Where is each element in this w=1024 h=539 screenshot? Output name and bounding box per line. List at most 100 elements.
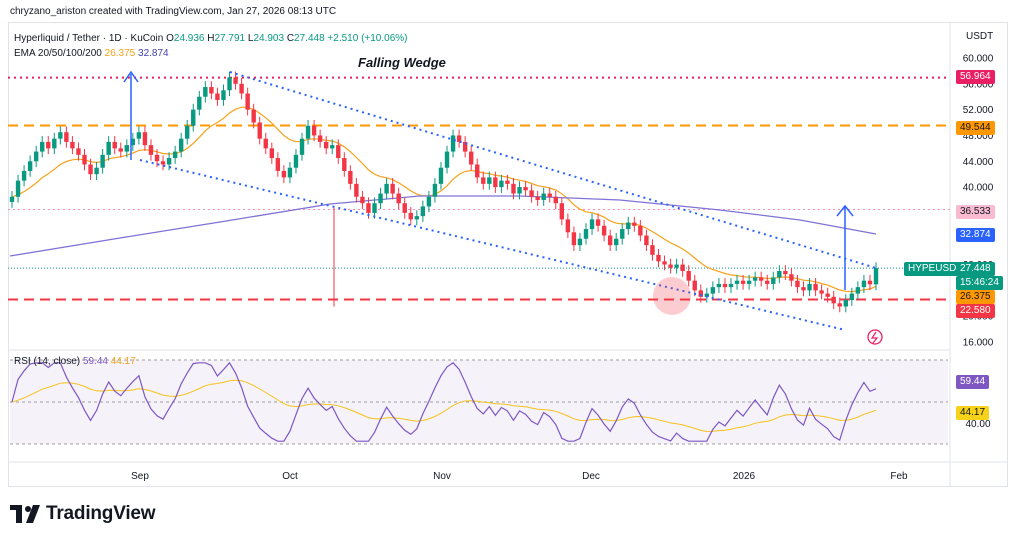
- candle[interactable]: [740, 280, 746, 284]
- candle[interactable]: [789, 274, 794, 281]
- candle[interactable]: [650, 245, 655, 255]
- candle[interactable]: [710, 287, 716, 294]
- candle[interactable]: [541, 193, 546, 200]
- candle[interactable]: [408, 212, 413, 220]
- candle[interactable]: [716, 283, 722, 288]
- candle[interactable]: [795, 280, 800, 288]
- candle[interactable]: [462, 141, 468, 152]
- candle[interactable]: [21, 170, 27, 181]
- candle[interactable]: [511, 183, 516, 194]
- candle[interactable]: [849, 293, 855, 301]
- candle[interactable]: [595, 219, 601, 226]
- candle[interactable]: [360, 196, 365, 204]
- candle[interactable]: [468, 151, 474, 165]
- candle[interactable]: [728, 283, 734, 288]
- candle[interactable]: [867, 280, 873, 285]
- candle[interactable]: [589, 219, 595, 230]
- candle[interactable]: [227, 77, 232, 91]
- candle[interactable]: [330, 145, 335, 149]
- candle[interactable]: [239, 83, 244, 94]
- candle[interactable]: [523, 187, 528, 191]
- candle[interactable]: [873, 268, 879, 285]
- candle[interactable]: [831, 296, 836, 304]
- candle[interactable]: [505, 180, 510, 184]
- candle[interactable]: [722, 283, 728, 288]
- candle[interactable]: [281, 170, 287, 178]
- candle[interactable]: [752, 277, 758, 281]
- candle[interactable]: [52, 138, 57, 149]
- candle[interactable]: [577, 238, 583, 246]
- candle[interactable]: [487, 177, 492, 184]
- support-highlight[interactable]: [653, 277, 691, 315]
- candle[interactable]: [861, 280, 867, 288]
- candle[interactable]: [354, 183, 359, 197]
- candle[interactable]: [251, 109, 256, 123]
- candle[interactable]: [680, 264, 685, 271]
- candle[interactable]: [843, 300, 848, 307]
- candle[interactable]: [323, 141, 329, 149]
- candle[interactable]: [27, 161, 33, 171]
- candle[interactable]: [583, 229, 589, 239]
- candle[interactable]: [638, 225, 643, 236]
- candle[interactable]: [221, 90, 226, 100]
- candle[interactable]: [33, 151, 39, 162]
- candle[interactable]: [124, 145, 129, 152]
- wedge-lower-line[interactable]: [139, 159, 846, 331]
- candle[interactable]: [759, 277, 764, 281]
- candle[interactable]: [493, 177, 498, 188]
- candle[interactable]: [209, 87, 214, 94]
- candle[interactable]: [293, 154, 299, 168]
- candle[interactable]: [607, 235, 613, 246]
- candle[interactable]: [263, 138, 268, 149]
- pattern-annotation[interactable]: Falling Wedge: [358, 55, 446, 70]
- currency-label[interactable]: USDT: [966, 31, 994, 42]
- candle[interactable]: [734, 280, 740, 284]
- candle[interactable]: [372, 203, 377, 213]
- candle[interactable]: [450, 135, 456, 152]
- candle[interactable]: [644, 235, 649, 246]
- candle[interactable]: [746, 280, 752, 284]
- candle[interactable]: [426, 196, 432, 207]
- candle[interactable]: [765, 280, 770, 284]
- tradingview-logo[interactable]: TradingView: [10, 503, 156, 525]
- candle[interactable]: [40, 141, 45, 152]
- candle[interactable]: [203, 87, 208, 97]
- candle[interactable]: [390, 183, 395, 194]
- candle[interactable]: [807, 283, 812, 291]
- candle[interactable]: [686, 271, 691, 281]
- candle[interactable]: [130, 138, 136, 146]
- candle[interactable]: [378, 193, 383, 204]
- candle[interactable]: [185, 125, 190, 139]
- candle[interactable]: [414, 216, 420, 220]
- candle[interactable]: [366, 203, 371, 213]
- candle[interactable]: [148, 145, 154, 155]
- candle[interactable]: [771, 277, 776, 284]
- candle[interactable]: [384, 183, 389, 194]
- candle[interactable]: [154, 154, 160, 162]
- candle[interactable]: [215, 93, 220, 100]
- candle[interactable]: [136, 132, 142, 139]
- candle[interactable]: [178, 138, 184, 152]
- candle[interactable]: [70, 141, 75, 149]
- candle[interactable]: [783, 271, 788, 275]
- candle[interactable]: [517, 187, 522, 194]
- candle[interactable]: [9, 196, 15, 202]
- candle[interactable]: [311, 125, 317, 136]
- candle[interactable]: [837, 303, 842, 307]
- candle[interactable]: [275, 158, 281, 171]
- candle[interactable]: [76, 148, 81, 155]
- candle[interactable]: [64, 132, 69, 142]
- candle[interactable]: [801, 287, 806, 291]
- candle[interactable]: [571, 232, 577, 246]
- candle[interactable]: [420, 206, 426, 217]
- candle[interactable]: [704, 293, 710, 297]
- candle[interactable]: [287, 167, 293, 178]
- candle[interactable]: [15, 180, 21, 197]
- candle[interactable]: [245, 93, 250, 110]
- wedge-upper-line[interactable]: [229, 71, 877, 269]
- candle[interactable]: [82, 154, 87, 165]
- candle[interactable]: [668, 264, 673, 268]
- candle[interactable]: [88, 164, 93, 175]
- symbol-name[interactable]: Hyperliquid / Tether · 1D · KuCoin: [14, 33, 164, 44]
- candle[interactable]: [565, 219, 571, 233]
